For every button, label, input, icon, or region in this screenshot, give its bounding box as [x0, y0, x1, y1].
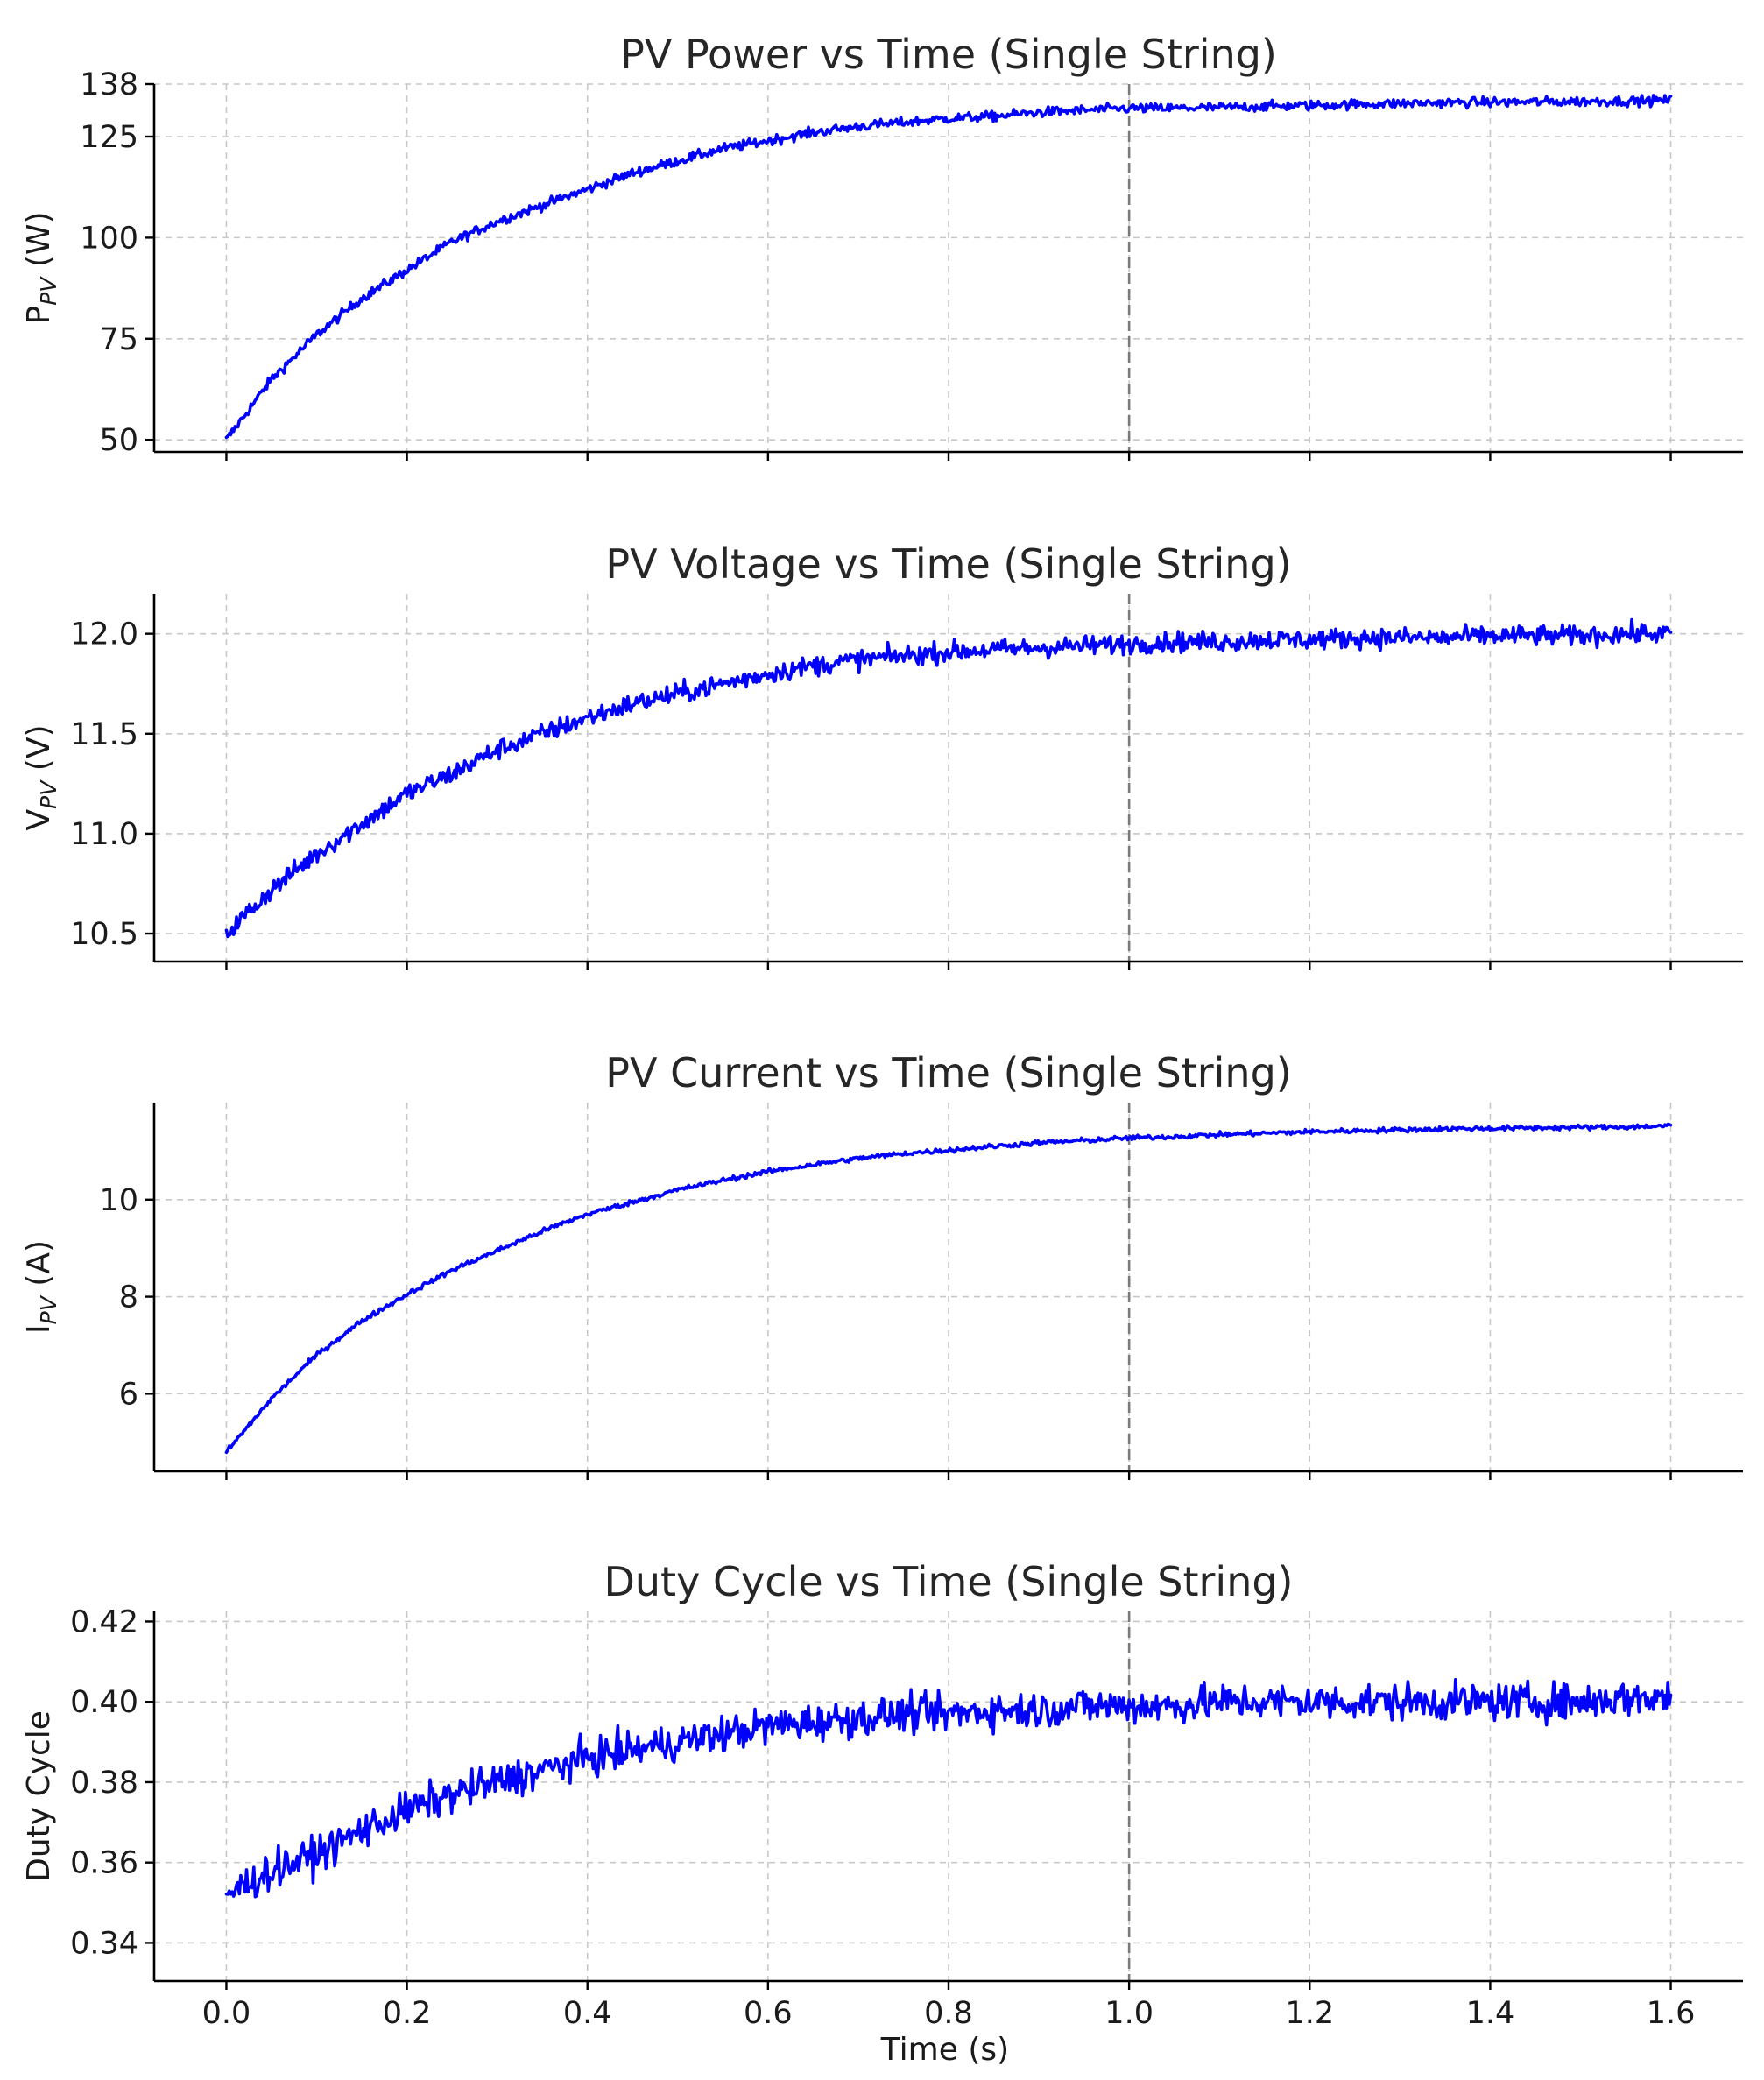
duty-cycle-y-tick-label: 0.36 [70, 1846, 138, 1881]
power-chart-panel: 50 75 100 125 138 PV Power vs Time (Single St… [21, 31, 1743, 461]
x-tick-label: 0.4 [563, 1996, 612, 2031]
voltage-y-tick-label: 11.5 [70, 717, 138, 752]
current-y-tick-label: 8 [119, 1280, 138, 1315]
duty-cycle-y-axis-label: Duty Cycle [21, 1710, 57, 1882]
current-y-tick-label: 10 [99, 1183, 138, 1218]
duty-cycle-chart-title: Duty Cycle vs Time (Single String) [603, 1558, 1293, 1605]
y-label-main: I [21, 1324, 57, 1334]
power-chart-title: PV Power vs Time (Single String) [620, 31, 1277, 78]
y-label-unit: (W) [21, 211, 57, 277]
y-label-unit: (A) [21, 1240, 57, 1296]
power-y-tick-label: 138 [80, 67, 138, 102]
x-axis-label: Time (s) [880, 2032, 1009, 2068]
duty-cycle-chart-panel: 0.0 0.2 0.4 0.6 0.8 1.0 1.2 1.4 1.6 0.34 0.36 0.38 0… [21, 1558, 1743, 2031]
y-label-main: P [21, 306, 57, 325]
x-tick-label: 1.6 [1647, 1996, 1696, 2031]
current-series-line [224, 1122, 1673, 1455]
duty-cycle-y-tick-label: 0.38 [70, 1766, 138, 1801]
current-y-tick-label: 6 [119, 1377, 138, 1412]
duty-cycle-y-tick-label: 0.42 [70, 1604, 138, 1639]
x-tick-label: 1.4 [1466, 1996, 1515, 2031]
current-chart-panel: 6 8 10 PV Current vs Time (Single String) IP… [21, 1049, 1743, 1480]
voltage-chart-panel: 10.5 11.0 11.5 12.0 PV Voltage vs Time (Sing… [21, 540, 1743, 970]
x-tick-label: 0.8 [924, 1996, 973, 2031]
x-tick-label: 1.0 [1104, 1996, 1154, 2031]
duty-cycle-y-tick-label: 0.34 [70, 1926, 138, 1961]
y-label-subscript: PV [36, 779, 61, 809]
voltage-chart-title: PV Voltage vs Time (Single String) [605, 540, 1291, 588]
x-tick-label: 0.6 [744, 1996, 793, 2031]
current-y-axis-label: IPV (A) [21, 1240, 61, 1334]
y-label-subscript: PV [36, 1294, 61, 1324]
voltage-y-tick-label: 12.0 [70, 617, 138, 652]
current-chart-title: PV Current vs Time (Single String) [605, 1049, 1291, 1096]
voltage-y-tick-label: 10.5 [70, 917, 138, 952]
y-label-main: Duty Cycle [21, 1710, 57, 1882]
power-y-axis-label: PPV (W) [21, 211, 61, 324]
voltage-y-tick-label: 11.0 [70, 817, 138, 852]
duty-cycle-series-line [224, 1678, 1673, 1899]
x-tick-label: 1.2 [1285, 1996, 1334, 2031]
y-label-main: V [21, 809, 57, 831]
voltage-series-line [224, 617, 1673, 939]
x-tick-label: 0.2 [383, 1996, 432, 2031]
voltage-y-axis-label: VPV (V) [21, 725, 61, 831]
power-series-line [224, 94, 1673, 440]
power-y-tick-label: 75 [99, 322, 138, 357]
x-tick-label: 0.0 [202, 1996, 251, 2031]
duty-cycle-y-tick-label: 0.40 [70, 1685, 138, 1720]
y-label-unit: (V) [21, 725, 57, 781]
power-y-tick-label: 50 [99, 423, 138, 458]
y-label-subscript: PV [36, 276, 61, 306]
power-y-tick-label: 100 [80, 221, 138, 256]
power-y-tick-label: 125 [80, 120, 138, 155]
